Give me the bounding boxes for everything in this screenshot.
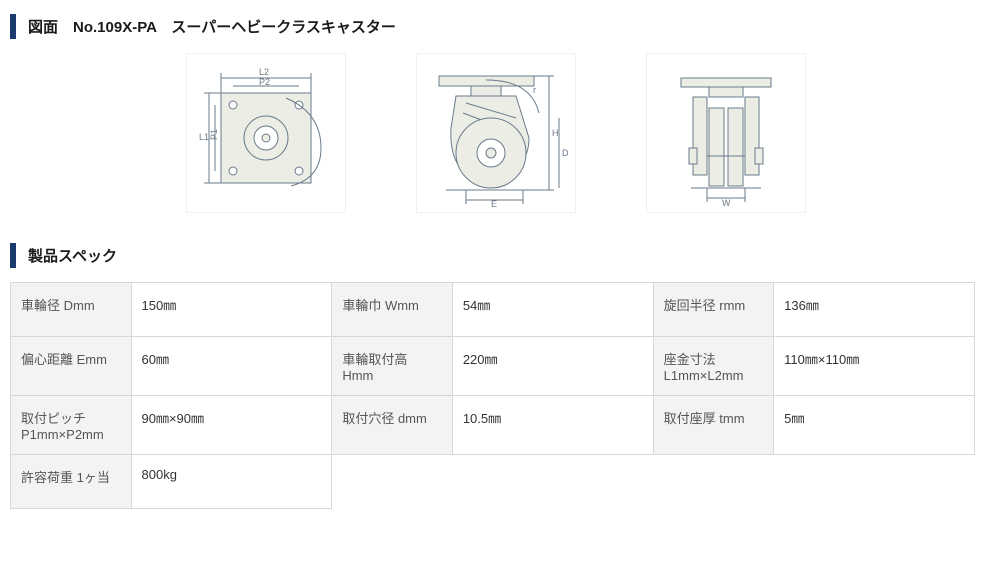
dim-label: r bbox=[533, 85, 536, 95]
spec-table: 車輪径 Dmm 150㎜ 車輪巾 Wmm 54㎜ 旋回半径 rmm 136㎜ 偏… bbox=[10, 282, 975, 509]
dim-label: W bbox=[722, 198, 731, 208]
spec-label: 旋回半径 rmm bbox=[653, 283, 774, 337]
drawing-front-view: W bbox=[646, 53, 806, 213]
spec-value: 110㎜×110㎜ bbox=[774, 337, 975, 396]
table-row: 車輪径 Dmm 150㎜ 車輪巾 Wmm 54㎜ 旋回半径 rmm 136㎜ bbox=[11, 283, 975, 337]
table-row: 取付ピッチ P1mm×P2mm 90㎜×90㎜ 取付穴径 dmm 10.5㎜ 取… bbox=[11, 396, 975, 455]
drawing-side-view: r H D E bbox=[416, 53, 576, 213]
spec-label: 取付座厚 tmm bbox=[653, 396, 774, 455]
drawing-top-view: L2 P2 L1 P1 bbox=[186, 53, 346, 213]
spec-label: 座金寸法 L1mm×L2mm bbox=[653, 337, 774, 396]
spec-value: 54㎜ bbox=[452, 283, 653, 337]
drawings-row: L2 P2 L1 P1 bbox=[10, 53, 982, 213]
dim-label: L2 bbox=[259, 67, 269, 77]
dim-label: P2 bbox=[259, 77, 270, 87]
table-row: 偏心距離 Emm 60㎜ 車輪取付高 Hmm 220㎜ 座金寸法 L1mm×L2… bbox=[11, 337, 975, 396]
spec-label: 車輪取付高 Hmm bbox=[332, 337, 453, 396]
spec-value: 90㎜×90㎜ bbox=[131, 396, 332, 455]
spec-label: 車輪径 Dmm bbox=[11, 283, 132, 337]
dim-label: D bbox=[562, 148, 569, 158]
spec-value: 800kg bbox=[131, 455, 332, 509]
spec-value: 5㎜ bbox=[774, 396, 975, 455]
dim-label: L1 bbox=[199, 132, 209, 142]
dim-label: P1 bbox=[209, 129, 219, 140]
spec-value: 10.5㎜ bbox=[452, 396, 653, 455]
dim-label: E bbox=[491, 199, 497, 208]
table-row: 許容荷重 1ヶ当 800kg bbox=[11, 455, 975, 509]
spec-label: 取付穴径 dmm bbox=[332, 396, 453, 455]
drawings-section-title: 図面 No.109X-PA スーパーヘビークラスキャスター bbox=[10, 14, 982, 39]
spec-value: 136㎜ bbox=[774, 283, 975, 337]
dim-label: H bbox=[552, 128, 559, 138]
spec-label: 車輪巾 Wmm bbox=[332, 283, 453, 337]
spec-label: 許容荷重 1ヶ当 bbox=[11, 455, 132, 509]
spec-value: 220㎜ bbox=[452, 337, 653, 396]
spec-value: 150㎜ bbox=[131, 283, 332, 337]
spec-label: 偏心距離 Emm bbox=[11, 337, 132, 396]
spec-label: 取付ピッチ P1mm×P2mm bbox=[11, 396, 132, 455]
spec-value: 60㎜ bbox=[131, 337, 332, 396]
spec-section-title: 製品スペック bbox=[10, 243, 982, 268]
